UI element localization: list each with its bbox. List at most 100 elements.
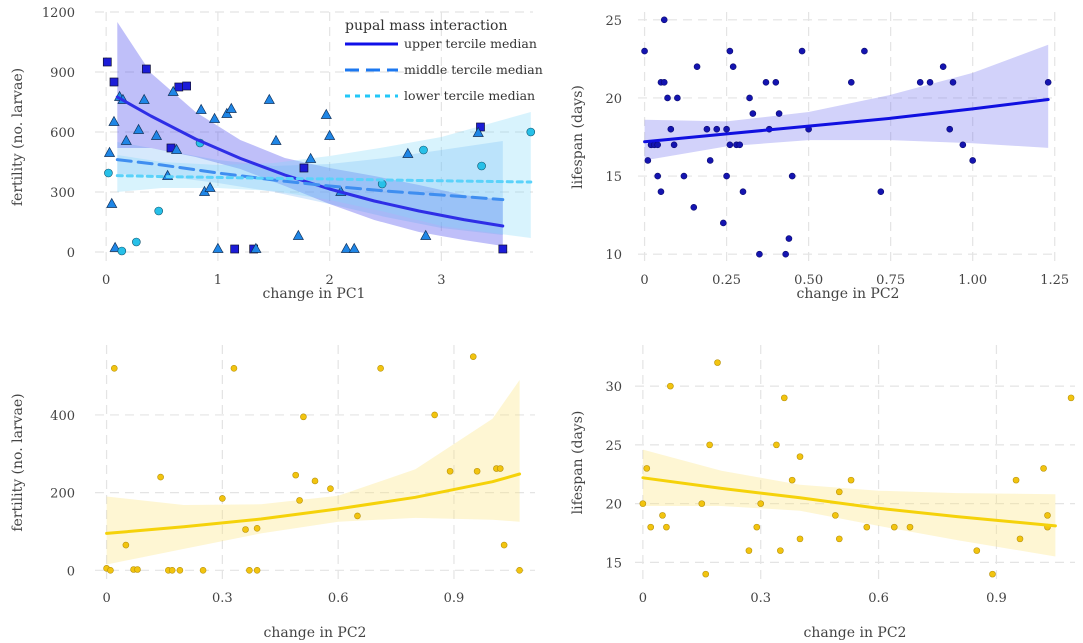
panel-a-point-2-6 (419, 145, 428, 155)
panel-c-point-0-26 (469, 353, 477, 360)
panel-b-point-0-18 (703, 125, 711, 133)
panel-c-grid (95, 345, 535, 580)
panel-a-confidence-band-1 (117, 141, 503, 235)
panel-a-fit-line-1 (115, 158, 505, 202)
panel-d-point-0-6 (698, 500, 706, 507)
panel-c-xtick-label-2: 0.6 (328, 591, 349, 606)
panel-d-xtick-label-2: 0.6 (868, 591, 889, 606)
panel-a-point-1-22 (270, 134, 282, 145)
panel-c-point-0-31 (516, 566, 523, 574)
panel-c-point-0-1 (107, 566, 114, 574)
panel-d-fit-line-0 (641, 476, 1057, 528)
panel-a-point-1-21 (263, 93, 275, 104)
panel-d-point-0-33 (1067, 394, 1075, 402)
panel-c-series-0 (103, 353, 523, 574)
panel-b-point-0-12 (667, 125, 675, 133)
panel-d-point-0-10 (745, 547, 753, 554)
panel-a-xtick-label-3: 3 (437, 273, 445, 288)
panel-c-point-0-10 (199, 566, 207, 574)
panel-d-x-axis-title: change in PC2 (804, 625, 907, 641)
panel-a-fit-line-0 (115, 95, 505, 228)
panel-b-point-0-11 (664, 94, 671, 102)
panel-b-point-0-48 (946, 125, 954, 133)
panel-b-point-0-28 (736, 141, 744, 149)
panel-b-point-0-16 (690, 204, 698, 211)
panel-lifespan-pc2-yellow: 0 0.3 0.6 0.9 15 20 25 30 change in PC2 lifespan … (570, 345, 1075, 641)
panel-b-grid (638, 12, 1058, 262)
panel-a-series-0 (102, 57, 508, 254)
panel-c-y-axis-title: fertility (no. larvae) (10, 393, 26, 531)
panel-d-xtick-label-0: 0 (639, 591, 647, 606)
panel-a-point-1-0 (103, 146, 116, 157)
panel-a-point-1-25 (320, 108, 332, 119)
panel-a-point-0-7 (299, 163, 309, 173)
panel-b-point-0-35 (772, 79, 780, 86)
panel-a-point-0-1 (109, 77, 119, 87)
panel-b-confidence-band-0 (644, 44, 1049, 161)
panel-b-point-0-7 (657, 188, 665, 195)
panel-a-confidence-band-0 (117, 22, 503, 246)
panel-c-ytick-label-1: 200 (50, 487, 75, 502)
panel-a-xtick-label-2: 2 (326, 273, 334, 288)
panel-b-point-0-45 (916, 79, 924, 86)
panel-c-point-0-30 (500, 541, 508, 549)
panel-d-ytick-label-0: 15 (605, 556, 622, 571)
panel-b-point-0-6 (654, 172, 661, 180)
panel-d-xtick-label-3: 0.9 (986, 591, 1007, 606)
panel-b-point-0-38 (785, 235, 793, 242)
panel-c-ytick-label-0: 0 (67, 564, 75, 579)
panel-a-point-1-12 (170, 143, 183, 154)
panel-a-point-2-2 (132, 237, 141, 247)
panel-c-point-0-25 (446, 467, 454, 475)
panel-a-point-0-3 (174, 82, 184, 92)
panel-d-point-0-20 (835, 535, 843, 543)
panel-c-point-0-18 (296, 497, 303, 504)
panel-a-point-1-9 (150, 129, 163, 140)
panel-c-point-0-16 (253, 566, 261, 574)
panel-a-point-1-2 (106, 197, 118, 208)
panel-b-xtick-label-3: 0.75 (876, 273, 905, 288)
panel-b-ytick-label-1: 15 (605, 170, 622, 185)
panel-c-point-0-17 (292, 471, 300, 479)
panel-c-point-0-22 (354, 512, 361, 520)
panel-b-point-0-29 (739, 188, 747, 195)
panel-a-point-1-6 (120, 134, 132, 145)
panel-d-point-0-27 (989, 570, 996, 578)
panel-b-point-0-52 (1044, 79, 1052, 86)
panel-b-point-0-13 (670, 141, 678, 149)
panel-d-point-0-30 (1040, 465, 1047, 472)
panel-a-point-1-16 (208, 112, 221, 123)
panel-c-point-0-19 (300, 413, 307, 421)
panel-d-y-axis-title: lifespan (days) (570, 411, 586, 515)
panel-a-point-1-17 (212, 242, 224, 253)
panel-d-point-0-26 (973, 547, 981, 554)
panel-b-xtick-label-1: 0.25 (712, 273, 741, 288)
panel-b-point-0-24 (726, 47, 734, 55)
panel-d-point-0-14 (777, 547, 784, 554)
panel-b-point-0-49 (949, 79, 957, 86)
panel-a-y-axis-title: fertility (no. larvae) (10, 68, 26, 206)
panel-d-point-0-32 (1044, 512, 1051, 519)
panel-c-point-0-23 (377, 365, 384, 372)
panel-b-point-0-19 (706, 157, 714, 164)
panel-a-point-1-31 (420, 229, 432, 240)
panel-a-ytick-label-4: 1200 (42, 6, 75, 21)
panel-d-xtick-label-1: 0.3 (750, 591, 771, 606)
panel-c-point-0-24 (431, 411, 438, 419)
panel-a-fit-line-2 (115, 174, 533, 184)
panel-b-x-axis-title: change in PC2 (797, 286, 900, 302)
panel-a-xtick-label-0: 0 (102, 273, 110, 288)
panel-b-fit-line-0 (643, 98, 1050, 144)
panel-c-point-0-27 (473, 467, 481, 475)
panel-d-point-0-29 (1016, 535, 1024, 543)
panel-b-series-0 (641, 16, 1052, 258)
panel-b-point-0-37 (782, 250, 789, 258)
panel-a-point-2-1 (117, 246, 127, 256)
panel-c-point-0-20 (311, 477, 319, 485)
panel-a-legend: pupal mass interaction upper tercile medi… (345, 18, 543, 103)
panel-d-point-0-11 (753, 523, 761, 531)
panel-d-point-0-21 (835, 488, 843, 496)
panel-c-point-0-29 (496, 465, 504, 472)
panel-a-ytick-label-0: 0 (67, 246, 75, 261)
panel-d-point-0-24 (890, 523, 898, 531)
